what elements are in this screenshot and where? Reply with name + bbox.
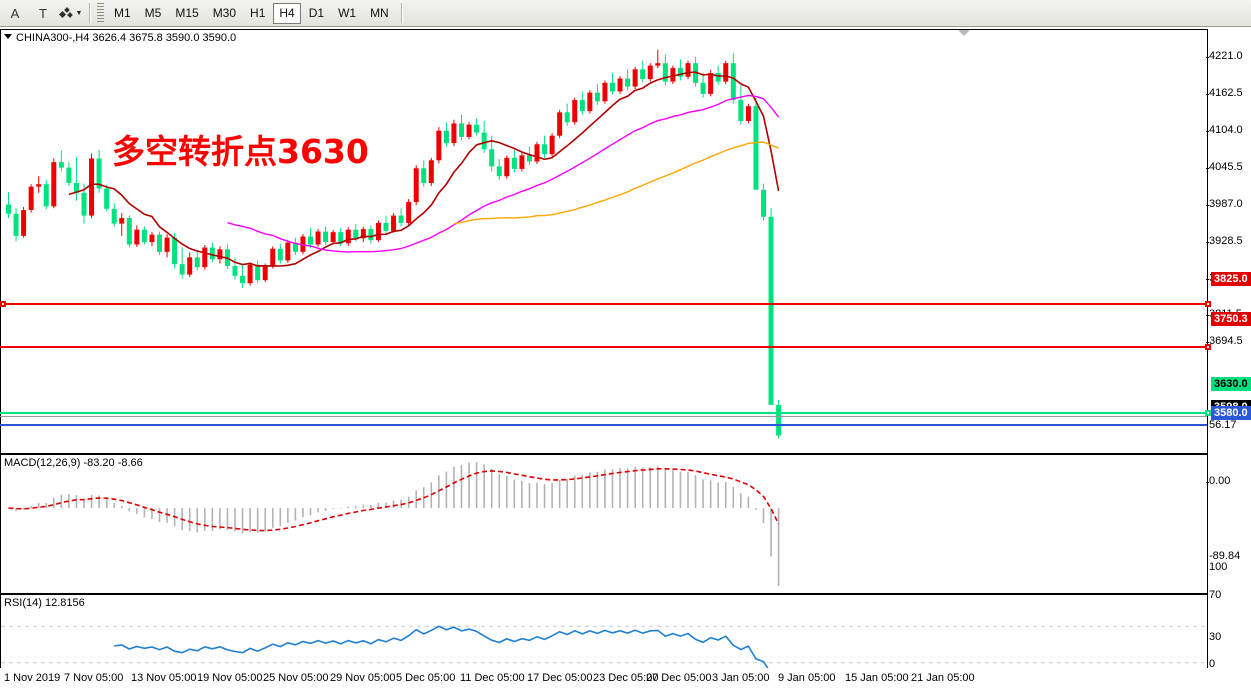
symbol-quote-line: CHINA300-,H4 3626.4 3675.8 3590.0 3590.0: [4, 32, 236, 44]
price-tick: 4045.5: [1206, 161, 1243, 173]
text-tool-label: A: [10, 5, 20, 21]
toolbar-separator-end: [400, 3, 403, 23]
chart-annotation-text[interactable]: 多空转折点3630: [112, 132, 369, 171]
rsi-tick-0: 0: [1209, 658, 1216, 670]
rsi-tick-100: 100: [1209, 561, 1228, 573]
price-tick: 3987.0: [1206, 198, 1243, 210]
time-axis-label: 3 Jan 05:00: [712, 672, 770, 684]
timeframe-h1[interactable]: H1: [250, 6, 266, 20]
level-handle-right[interactable]: [1205, 301, 1211, 307]
level-line-3630[interactable]: [0, 410, 1211, 416]
rsi-tick-30: 30: [1209, 631, 1222, 643]
macd-pane[interactable]: [0, 454, 1208, 594]
objects-list-button[interactable]: ▼: [58, 1, 84, 25]
price-tag-3750[interactable]: 3750.3: [1211, 312, 1251, 326]
price-pane[interactable]: [0, 29, 1208, 454]
objects-icon: [58, 6, 75, 20]
timeframe-h4[interactable]: H4: [273, 2, 301, 24]
time-axis-label: 25 Nov 05:00: [263, 672, 329, 684]
price-tick: 4162.5: [1206, 87, 1243, 99]
chevron-down-icon[interactable]: ▼: [75, 9, 83, 17]
timeframe-m1[interactable]: M1: [114, 6, 131, 20]
price-tick: 3694.5: [1206, 335, 1243, 347]
text-tool-button[interactable]: A: [2, 1, 28, 25]
level-line-3750[interactable]: [0, 344, 1211, 350]
time-axis-label: 11 Dec 05:00: [460, 672, 525, 684]
level-handle-left[interactable]: [0, 301, 6, 307]
macd-tick-zero: 0.00: [1205, 475, 1231, 487]
time-axis-label: 27 Dec 05:00: [646, 672, 712, 684]
timeframe-m5[interactable]: M5: [144, 6, 162, 20]
timeframe-d1[interactable]: D1: [308, 6, 325, 20]
toolbar-separator: [89, 3, 91, 23]
timeframe-m30[interactable]: M30: [212, 6, 237, 20]
time-axis-label: 21 Jan 05:00: [911, 672, 975, 684]
price-scale[interactable]: 4221.0 4162.5 4104.0 4045.5 3987.0 3928.…: [1205, 27, 1251, 695]
level-line-3825[interactable]: [0, 301, 1211, 307]
price-tag-3630[interactable]: 3630.0: [1211, 377, 1251, 391]
price-tick: 4221.0: [1206, 50, 1243, 62]
rsi-plot: [1, 625, 1207, 676]
macd-label: MACD(12,26,9) -83.20 -8.66: [4, 457, 143, 469]
time-axis-label: 15 Jan 05:00: [845, 672, 909, 684]
price-tag-3580[interactable]: 3580.0: [1211, 406, 1251, 420]
timeframe-w1[interactable]: W1: [338, 6, 357, 20]
price-tick: 3928.5: [1206, 235, 1243, 247]
time-axis-label: 9 Jan 05:00: [778, 672, 836, 684]
level-handle-right[interactable]: [1205, 344, 1211, 350]
toolbar-grip[interactable]: [97, 3, 104, 23]
ask-price-line: [0, 416, 1207, 417]
symbol-quote-text: CHINA300-,H4 3626.4 3675.8 3590.0 3590.0: [16, 32, 237, 44]
chart-area[interactable]: CHINA300-,H4 3626.4 3675.8 3590.0 3590.0…: [0, 27, 1251, 695]
time-axis-label: 1 Nov 2019: [4, 672, 61, 684]
price-tick: 4104.0: [1206, 124, 1243, 136]
time-axis-label: 7 Nov 05:00: [64, 672, 124, 684]
rsi-tick-70: 70: [1209, 589, 1222, 601]
price-candlestick-plot: [6, 49, 782, 439]
chart-top-marker-icon: [958, 30, 970, 36]
macd-plot: [8, 462, 780, 587]
time-axis-label: 5 Dec 05:00: [396, 672, 456, 684]
chart-toolbar: A T ▼ M1 M5 M15 M30 H1 H4 D1 W1 MN: [0, 0, 1251, 27]
level-handle-right[interactable]: [1205, 410, 1211, 416]
label-tool-button[interactable]: T: [30, 1, 56, 25]
price-tag-3825[interactable]: 3825.0: [1211, 272, 1251, 286]
timeframe-m15[interactable]: M15: [175, 6, 199, 20]
time-axis-label: 19 Nov 05:00: [197, 672, 263, 684]
time-axis-label: 17 Dec 05:00: [527, 672, 593, 684]
macd-tick-max: 56.17: [1209, 419, 1237, 431]
label-tool-label: T: [39, 5, 47, 21]
timeframe-mn[interactable]: MN: [370, 6, 389, 20]
macd-tick-min: -89.84: [1209, 550, 1241, 562]
rsi-label: RSI(14) 12.8156: [4, 597, 85, 609]
time-axis-label: 29 Nov 05:00: [330, 672, 396, 684]
time-axis-label: 13 Nov 05:00: [131, 672, 197, 684]
time-axis-label: 23 Dec 05:00: [593, 672, 659, 684]
bid-price-line: [0, 424, 1207, 426]
time-axis[interactable]: 1 Nov 2019 7 Nov 05:00 13 Nov 05:00 19 Nov …: [0, 668, 1251, 695]
collapse-triangle-icon[interactable]: [4, 34, 12, 39]
